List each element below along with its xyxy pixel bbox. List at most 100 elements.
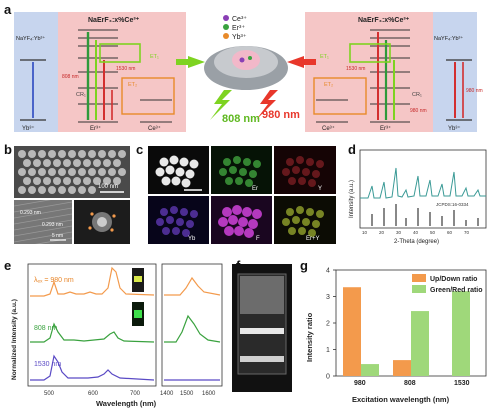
left-yb-label: Yb³⁺ <box>22 125 35 132</box>
panel-b-hrtem: 0.293 nm 0.293 nm 5 nm <box>14 200 72 244</box>
xrd-xtick: 20 <box>379 230 385 235</box>
excitation-808: 808 nm <box>222 113 260 125</box>
legend-label-greenred: Green/Red ratio <box>430 287 483 294</box>
xrd-xtick: 40 <box>413 230 419 235</box>
xrd-xlabel: 2-Theta (degree) <box>394 239 439 245</box>
left-shell-title: NaYF₄:Yb³⁺ <box>16 35 45 42</box>
trace-980 <box>30 266 155 297</box>
map-label-y: Y <box>318 186 322 192</box>
left-cr1: CR₁ <box>76 92 86 98</box>
particle-core <box>232 50 260 70</box>
bar-greenred-980 <box>361 364 379 376</box>
spectra-xtick: 1500 <box>180 391 194 397</box>
panel-e-spectra: λₑₓ = 980 nm 808 nm 1530 nm Normalized I… <box>4 262 226 410</box>
left-808: 808 nm <box>62 74 79 80</box>
right-et1: ET₁ <box>320 54 329 60</box>
right-ce-label: Ce³⁺ <box>322 125 335 132</box>
y-tick-label: 1 <box>326 347 330 354</box>
right-980-b: 980 nm <box>466 88 483 94</box>
map-label-f: F <box>256 236 260 242</box>
spectra-xlabel: Wavelength (nm) <box>96 399 157 408</box>
ratio-bar-chart: 0 1 2 3 4 980 808 1530 Intensity ratio Excitat… <box>305 268 487 404</box>
panel-g-chart: 0 1 2 3 4 980 808 1530 Intensity ratio Excitat… <box>300 262 490 410</box>
panel-letter-g: g <box>300 258 308 273</box>
xrd-xtick: 30 <box>396 230 402 235</box>
panel-b-tem: 100 nm <box>14 146 130 198</box>
trace-label-808: 808 nm <box>34 325 58 332</box>
right-yb-label: Yb³⁺ <box>448 125 461 132</box>
x-tick-label: 1530 <box>454 380 470 387</box>
panel-d-xrd: JCPDS:16-0334 Intensity (a.u.) 2-Theta (… <box>340 146 490 246</box>
energy-diagram: NaErF₄:x%Ce³⁺ NaYF₄:Yb³⁺ Yb³⁺ Er³⁺ Ce³⁺ … <box>14 12 483 132</box>
legend-yb: Yb³⁺ <box>232 34 247 41</box>
left-1530: 1530 nm <box>116 66 135 72</box>
trace-label-1530: 1530 nm <box>34 361 61 368</box>
right-core <box>305 12 433 132</box>
right-1530: 1530 nm <box>346 66 365 72</box>
arrow-left-icon <box>176 56 205 68</box>
right-et2: ET₂ <box>324 82 333 88</box>
panel-letter-b: b <box>4 142 12 157</box>
xrd-xtick: 10 <box>362 230 368 235</box>
xrd-xtick: 70 <box>464 230 470 235</box>
panel-letter-c: c <box>136 142 144 157</box>
spectra-xtick: 700 <box>130 391 141 397</box>
arrow-right-icon <box>287 56 316 68</box>
trace-label-980: λₑₓ = 980 nm <box>34 277 74 284</box>
lightning-980-icon <box>256 90 278 120</box>
left-er-label: Er³⁺ <box>90 125 101 132</box>
chart-ylabel: Intensity ratio <box>305 312 314 362</box>
spectra-xtick: 600 <box>88 391 99 397</box>
legend-ce: Ce³⁺ <box>232 16 247 23</box>
right-title: NaErF₄:x%Ce³⁺ <box>358 17 410 24</box>
hrtem-scale-label: 5 nm <box>52 233 63 239</box>
lattice-label-2: 0.293 nm <box>42 222 63 228</box>
xrd-ylabel: Intensity (a.u.) <box>349 180 355 218</box>
right-cr1: CR₁ <box>412 92 422 98</box>
left-ce-label: Ce³⁺ <box>148 125 161 132</box>
legend-swatch-greenred <box>412 285 426 293</box>
chart-xlabel: Excitation wavelength (nm) <box>352 395 450 404</box>
bar-greenred-808 <box>411 311 429 376</box>
map-label-er: Er <box>252 186 258 192</box>
legend-label-updown: Up/Down ratio <box>430 276 477 283</box>
left-et2: ET₂ <box>128 82 137 88</box>
panel-letter-d: d <box>348 142 356 157</box>
panel-b-fft <box>74 200 130 244</box>
spectra-xtick: 500 <box>44 391 55 397</box>
y-tick-label: 0 <box>326 374 330 381</box>
panel-f-photo <box>232 264 292 392</box>
xrd-xtick: 60 <box>447 230 453 235</box>
excitation-980: 980 nm <box>262 109 300 121</box>
left-shell <box>14 12 58 132</box>
bar-greenred-1530 <box>452 291 470 376</box>
xrd-pattern <box>360 167 486 199</box>
map-label-yb: Yb <box>188 236 196 242</box>
map-label-ery: Er+Y <box>306 236 320 242</box>
y-tick-label: 4 <box>326 268 330 275</box>
trace-1530 <box>30 354 155 381</box>
xrd-ref-label: JCPDS:16-0334 <box>436 202 469 207</box>
bar-updown-980 <box>343 287 361 376</box>
y-tick-label: 2 <box>326 321 330 328</box>
lightning-808-icon <box>210 90 232 120</box>
panel-letter-e: e <box>4 258 12 273</box>
spectra-xtick: 1600 <box>202 391 216 397</box>
right-er-label: Er³⁺ <box>380 125 391 132</box>
panel-c-maps: Er Y Yb F Er+Y <box>148 146 336 244</box>
spectra-xtick: 1400 <box>160 391 174 397</box>
right-980-a: 980 nm <box>410 108 427 114</box>
tem-scale-label: 100 nm <box>98 184 118 190</box>
panel-letter-a: a <box>4 2 12 17</box>
left-title: NaErF₄:x%Ce³⁺ <box>88 17 140 24</box>
lattice-label-1: 0.293 nm <box>20 210 41 216</box>
x-tick-label: 980 <box>354 380 366 387</box>
right-shell-title: NaYF₄:Yb³⁺ <box>434 35 463 42</box>
left-et1: ET₁ <box>150 54 159 60</box>
spectra-ylabel: Normalized Intensity (a.u.) <box>11 299 18 380</box>
bar-updown-808 <box>393 360 411 376</box>
xrd-xtick: 50 <box>430 230 436 235</box>
legend-er: Er³⁺ <box>232 25 245 32</box>
tem-particles: 100 nm <box>14 146 130 198</box>
legend-swatch-updown <box>412 274 426 282</box>
